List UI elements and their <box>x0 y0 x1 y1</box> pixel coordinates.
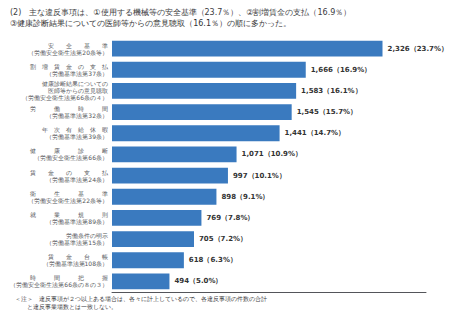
svg-text:1,545（15.7%）: 1,545（15.7%） <box>297 108 357 116</box>
svg-text:769（7.8%）: 769（7.8%） <box>206 214 254 222</box>
svg-text:③健康診断結果についての医師等からの意見聴取（16.1％）の: ③健康診断結果についての医師等からの意見聴取（16.1％）の順に多かった。 <box>10 19 291 28</box>
svg-text:（労働安全衛生法第66条の４）: （労働安全衛生法第66条の４） <box>22 94 108 102</box>
svg-text:安 全 基 準: 安 全 基 準 <box>48 42 108 49</box>
svg-text:時 間 把 握: 時 間 把 握 <box>30 274 108 281</box>
svg-text:997（10.1%）: 997（10.1%） <box>233 172 286 180</box>
svg-text:就 業 規 則: 就 業 規 則 <box>30 211 108 218</box>
svg-text:（労働基準法第24条）: （労働基準法第24条） <box>46 176 108 184</box>
svg-text:（労働基準法第89条）: （労働基準法第89条） <box>46 218 108 226</box>
svg-text:健 康 診 断: 健 康 診 断 <box>30 147 108 154</box>
svg-text:健康診断結果についての: 健康診断結果についての <box>42 80 108 87</box>
svg-text:（労働安全衛生法第66条）: （労働安全衛生法第66条） <box>34 154 108 162</box>
svg-text:年 次 有 給 休 暇: 年 次 有 給 休 暇 <box>42 126 108 133</box>
svg-text:(2) 主な違反事項は、①使用する機械等の安全基準（23.7: (2) 主な違反事項は、①使用する機械等の安全基準（23.7％）、②割増賃金の支… <box>10 8 351 17</box>
svg-text:（労働安全衛生法第20条等）: （労働安全衛生法第20条等） <box>28 49 108 57</box>
svg-text:2,326（23.7%）: 2,326（23.7%） <box>388 45 448 53</box>
svg-text:（労働基準法第15条）: （労働基準法第15条） <box>46 239 108 247</box>
svg-text:1,583（16.1%）: 1,583（16.1%） <box>301 87 361 95</box>
svg-text:1,071（10.9%）: 1,071（10.9%） <box>242 150 302 158</box>
svg-text:＜注＞ 違反事項が２つ以上ある場合は、各々に計上しているので: ＜注＞ 違反事項が２つ以上ある場合は、各々に計上しているので、各違反事項の件数の… <box>15 295 267 303</box>
svg-text:（労働基準法第32条）: （労働基準法第32条） <box>46 112 108 120</box>
svg-text:（労働安全衛生法第22条等）: （労働安全衛生法第22条等） <box>28 197 108 205</box>
svg-text:705（7.2%）: 705（7.2%） <box>199 235 247 243</box>
svg-text:898（9.1%）: 898（9.1%） <box>221 193 269 201</box>
svg-text:（労働基準法第37条）: （労働基準法第37条） <box>46 70 108 78</box>
svg-text:衛 生 基 準: 衛 生 基 準 <box>30 190 108 197</box>
svg-text:1,441（14.7%）: 1,441（14.7%） <box>285 129 345 137</box>
svg-text:労 働 時 間: 労 働 時 間 <box>30 105 108 112</box>
svg-text:（労働基準法第108条）: （労働基準法第108条） <box>43 260 108 268</box>
svg-text:494（5.0%）: 494（5.0%） <box>174 277 222 285</box>
svg-text:割 増 賃 金 の 支 払: 割 増 賃 金 の 支 払 <box>30 62 108 70</box>
svg-text:（労働安全衛生法第66条の８の３）: （労働安全衛生法第66条の８の３） <box>10 281 108 289</box>
svg-text:賃 金 台 帳: 賃 金 台 帳 <box>48 253 108 261</box>
svg-text:（労働基準法第39条）: （労働基準法第39条） <box>46 133 108 141</box>
svg-text:1,666（16.9%）: 1,666（16.9%） <box>311 66 371 74</box>
svg-text:賃 金 の 支 払: 賃 金 の 支 払 <box>30 168 108 176</box>
svg-text:労働条件の明示: 労働条件の明示 <box>66 232 108 239</box>
svg-text:618（6.3%）: 618（6.3%） <box>189 256 237 264</box>
svg-text:医師等からの意見聴取: 医師等からの意見聴取 <box>48 87 108 94</box>
svg-text:と違反事業場数とは一致しない。: と違反事業場数とは一致しない。 <box>15 303 117 311</box>
